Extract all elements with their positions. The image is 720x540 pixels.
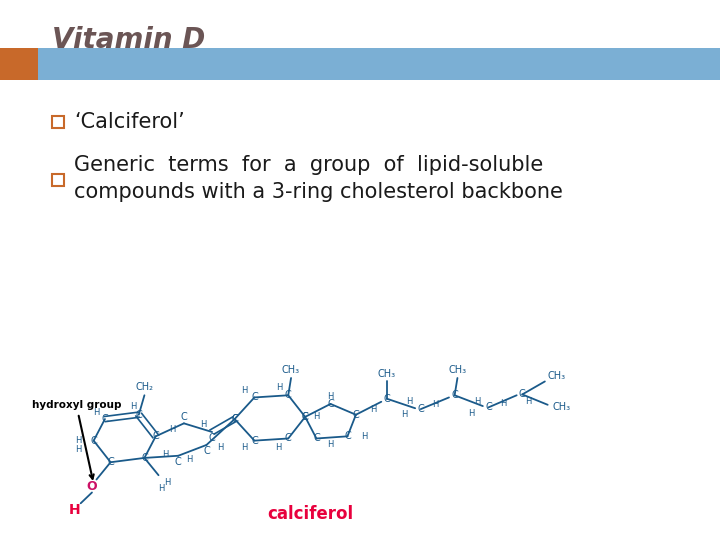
Text: H: H (400, 410, 407, 419)
Text: CH₃: CH₃ (282, 365, 300, 375)
Text: C: C (285, 390, 292, 400)
Text: CH₃: CH₃ (553, 402, 571, 413)
Text: H: H (200, 420, 207, 429)
Text: CH₃: CH₃ (378, 369, 396, 379)
Text: C: C (384, 394, 390, 404)
Text: C: C (327, 399, 334, 409)
Text: H: H (468, 409, 474, 418)
Text: H: H (130, 402, 136, 410)
Text: C: C (175, 457, 181, 467)
Text: H: H (169, 426, 176, 434)
Text: H: H (186, 455, 193, 464)
Bar (38, 48, 720, 80)
Text: C: C (451, 390, 458, 400)
Text: C: C (231, 414, 238, 424)
Text: H: H (69, 503, 81, 517)
Text: C: C (107, 457, 114, 467)
Text: H: H (217, 443, 224, 451)
Bar (52, 174, 64, 186)
Text: H: H (276, 383, 283, 392)
Text: H: H (328, 392, 334, 401)
Text: C: C (251, 393, 258, 402)
Bar (0, 48, 38, 80)
Text: H: H (361, 432, 368, 441)
Text: H: H (275, 443, 282, 451)
Text: C: C (353, 410, 359, 420)
Text: C: C (285, 434, 292, 443)
Text: H: H (94, 408, 99, 417)
Text: hydroxyl group: hydroxyl group (32, 400, 121, 479)
Text: H: H (241, 387, 248, 395)
Text: H: H (432, 400, 438, 409)
Text: C: C (181, 412, 187, 422)
Text: compounds with a 3-ring cholesterol backbone: compounds with a 3-ring cholesterol back… (74, 182, 563, 202)
Text: C: C (90, 436, 97, 446)
Text: Generic  terms  for  a  group  of  lipid-soluble: Generic terms for a group of lipid-solub… (74, 155, 544, 175)
Text: C: C (251, 436, 258, 446)
Text: H: H (163, 478, 170, 487)
Text: H: H (500, 399, 507, 408)
Text: C: C (153, 431, 159, 441)
Text: C: C (418, 404, 424, 414)
Text: C: C (344, 431, 351, 441)
Text: CH₂: CH₂ (135, 382, 153, 392)
Text: H: H (158, 484, 165, 492)
Text: C: C (209, 434, 215, 443)
Text: H: H (162, 450, 168, 460)
Text: C: C (135, 410, 142, 420)
Text: C: C (141, 453, 148, 463)
Text: O: O (86, 481, 97, 494)
Bar (52, 116, 64, 128)
Text: H: H (525, 397, 531, 406)
Text: H: H (313, 413, 320, 421)
Text: C: C (313, 434, 320, 443)
Text: ‘Calciferol’: ‘Calciferol’ (74, 112, 185, 132)
Text: CH₃: CH₃ (449, 365, 467, 375)
Text: H: H (76, 436, 81, 445)
Text: H: H (241, 443, 248, 451)
Text: H: H (328, 441, 334, 449)
Text: C: C (519, 389, 526, 400)
Text: C: C (203, 447, 210, 456)
Text: H: H (406, 397, 413, 406)
Text: H: H (474, 397, 480, 406)
Text: C: C (102, 414, 108, 424)
Text: calciferol: calciferol (268, 505, 354, 523)
Text: CH₃: CH₃ (547, 371, 565, 381)
Text: H: H (369, 404, 376, 414)
Text: Vitamin D: Vitamin D (52, 26, 205, 54)
Text: H: H (76, 445, 81, 454)
Text: C: C (485, 402, 492, 413)
Text: C: C (302, 412, 309, 422)
Text: C: C (302, 412, 309, 422)
Text: C: C (231, 414, 238, 424)
